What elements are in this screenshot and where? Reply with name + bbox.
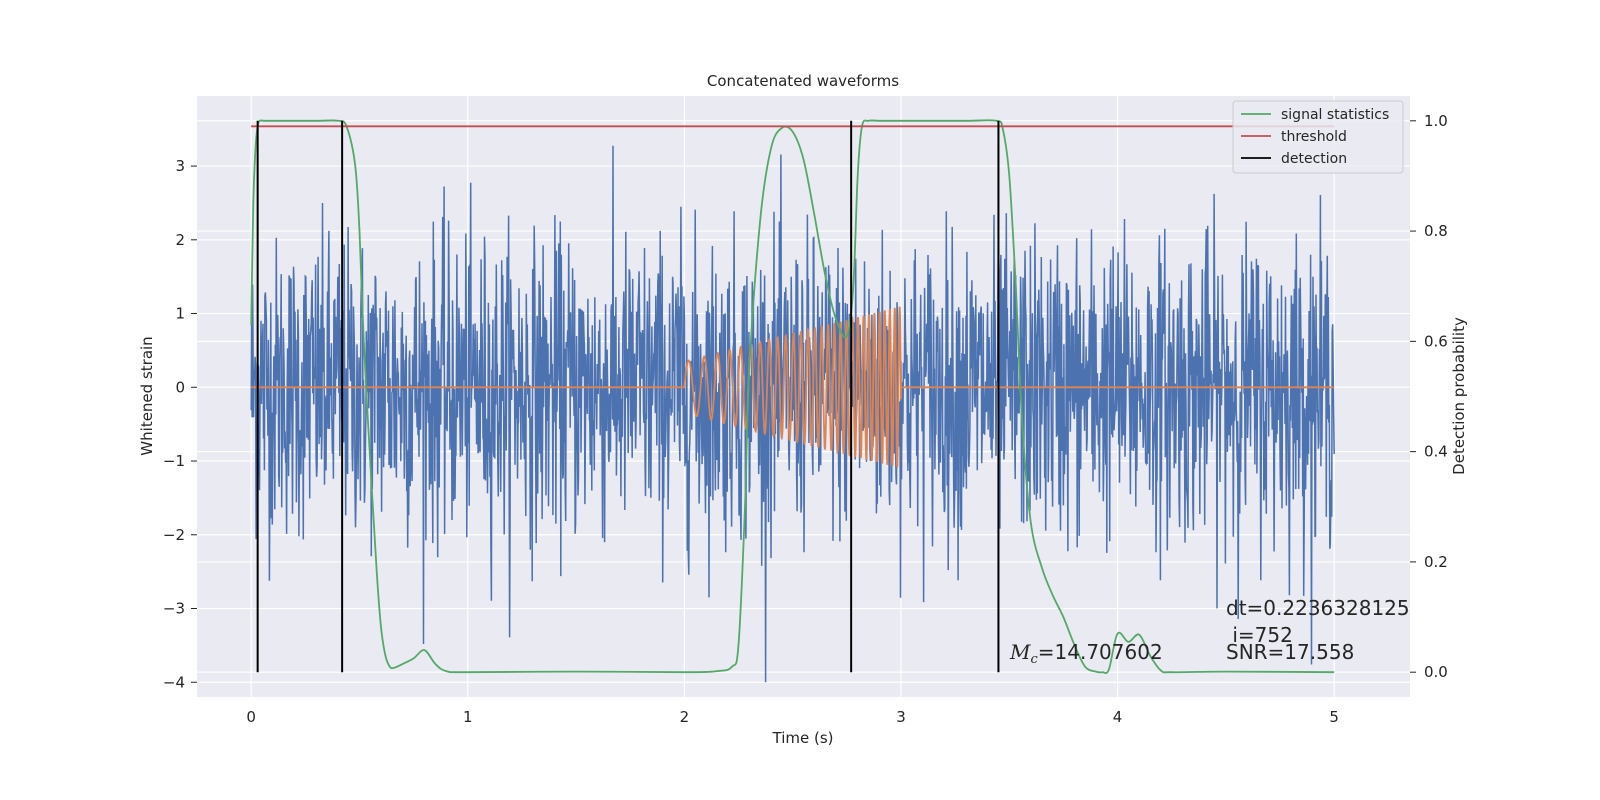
x-axis-label: Time (s) — [772, 729, 834, 747]
legend-box — [1232, 100, 1404, 174]
y2-tick-label: 0.8 — [1424, 222, 1448, 240]
legend-label-signal-statistics: signal statistics — [1281, 107, 1389, 123]
x-tick-label: 0 — [246, 708, 256, 726]
y-tick-label: 2 — [175, 231, 185, 249]
template-series — [251, 306, 1335, 468]
y-tick-label: −1 — [163, 452, 185, 470]
y-tick-label: −4 — [163, 673, 185, 691]
x-tick-labels: 0 1 2 3 4 5 — [246, 708, 1339, 726]
annotation-chirp-mass-symbol: M — [1009, 640, 1031, 664]
x-tick-label: 1 — [463, 708, 473, 726]
y-tick-labels: −4 −3 −2 −1 0 1 2 3 — [163, 157, 197, 691]
detection-series — [256, 120, 1000, 673]
annotation-chirp-mass-value: =14.707602 — [1038, 640, 1163, 664]
y2-tick-label: 0.2 — [1424, 553, 1448, 571]
signal-statistics-line — [250, 119, 1335, 674]
legend: signal statistics threshold detection — [1232, 100, 1404, 174]
y2-tick-label: 0.0 — [1424, 663, 1448, 681]
template-line — [251, 306, 1335, 468]
x-tick-label: 5 — [1329, 708, 1339, 726]
annotation-dt: dt=0.2236328125 — [1226, 596, 1410, 620]
annotation-snr: SNR=17.558 — [1226, 640, 1354, 664]
annotation-chirp-mass-subscript: c — [1030, 652, 1038, 667]
x-tick-label: 4 — [1113, 708, 1123, 726]
legend-label-detection: detection — [1281, 151, 1347, 167]
chart-title: Concatenated waveforms — [707, 72, 899, 90]
y-axis-label: Whitened strain — [138, 336, 156, 455]
y2-tick-labels: 0.0 0.2 0.4 0.6 0.8 1.0 — [1410, 112, 1448, 681]
x-tick-label: 2 — [680, 708, 690, 726]
y-tick-label: −2 — [163, 526, 185, 544]
y2-tick-label: 0.6 — [1424, 332, 1448, 350]
legend-label-threshold: threshold — [1281, 129, 1347, 145]
y2-axis-label: Detection probability — [1450, 317, 1468, 475]
annotation-chirp-mass: Mc=14.707602 — [1009, 640, 1163, 667]
signal-statistics-series — [250, 119, 1335, 674]
y-tick-label: 1 — [175, 305, 185, 323]
x-tick-label: 3 — [896, 708, 906, 726]
y-tick-label: 3 — [175, 157, 185, 175]
y2-tick-label: 0.4 — [1424, 443, 1448, 461]
y2-tick-label: 1.0 — [1424, 112, 1448, 130]
annotation-index: i=752 — [1226, 623, 1293, 647]
y-tick-label: 0 — [175, 378, 185, 396]
y-tick-label: −3 — [163, 600, 185, 618]
